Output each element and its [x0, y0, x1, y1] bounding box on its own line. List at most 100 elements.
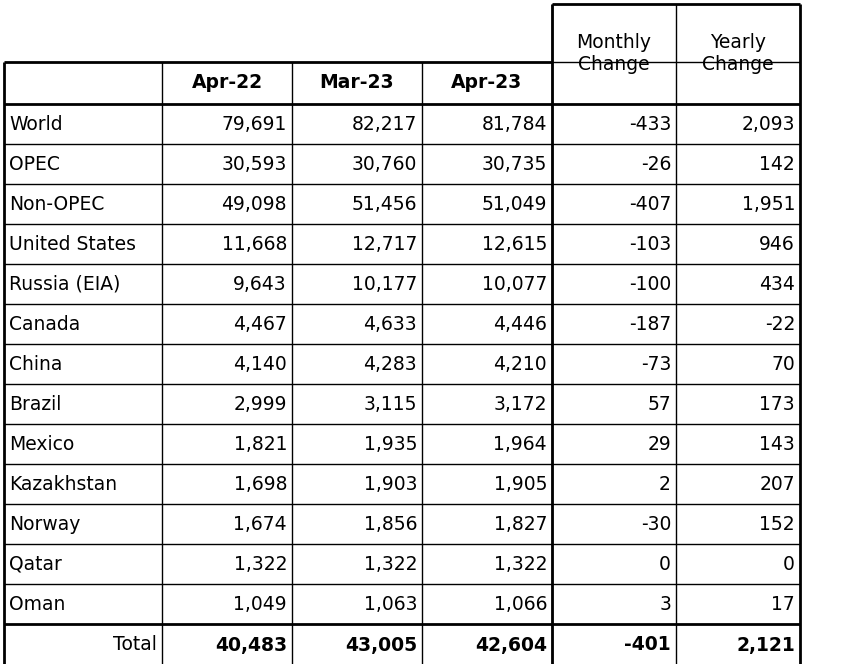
- Bar: [552, 424, 676, 464]
- Bar: [4, 624, 162, 664]
- Bar: [676, 144, 800, 184]
- Text: 30,760: 30,760: [352, 155, 417, 173]
- Text: 2,999: 2,999: [234, 394, 287, 414]
- Bar: [422, 424, 552, 464]
- Bar: [676, 544, 800, 584]
- Bar: [4, 104, 162, 144]
- Text: Total: Total: [113, 635, 157, 655]
- Text: 57: 57: [647, 394, 671, 414]
- Text: -26: -26: [641, 155, 671, 173]
- Text: China: China: [9, 355, 62, 373]
- Text: 12,717: 12,717: [352, 234, 417, 254]
- Text: 3: 3: [659, 594, 671, 614]
- Bar: [292, 424, 422, 464]
- Bar: [162, 4, 292, 62]
- Text: 1,903: 1,903: [364, 475, 417, 493]
- Text: 1,066: 1,066: [494, 594, 547, 614]
- Text: 1,951: 1,951: [741, 195, 795, 214]
- Text: Norway: Norway: [9, 515, 81, 533]
- Text: 143: 143: [759, 434, 795, 454]
- Bar: [422, 144, 552, 184]
- Bar: [422, 624, 552, 664]
- Bar: [162, 144, 292, 184]
- Text: 1,827: 1,827: [494, 515, 547, 533]
- Text: 4,633: 4,633: [364, 315, 417, 333]
- Bar: [162, 384, 292, 424]
- Bar: [422, 464, 552, 504]
- Bar: [422, 62, 552, 104]
- Bar: [552, 104, 676, 144]
- Bar: [162, 464, 292, 504]
- Bar: [162, 504, 292, 544]
- Text: Brazil: Brazil: [9, 394, 61, 414]
- Bar: [4, 224, 162, 264]
- Bar: [676, 384, 800, 424]
- Bar: [292, 384, 422, 424]
- Text: 434: 434: [759, 274, 795, 293]
- Bar: [292, 344, 422, 384]
- Text: 1,964: 1,964: [494, 434, 547, 454]
- Bar: [552, 224, 676, 264]
- Bar: [676, 104, 800, 144]
- Bar: [292, 504, 422, 544]
- Bar: [292, 544, 422, 584]
- Bar: [676, 304, 800, 344]
- Bar: [552, 544, 676, 584]
- Bar: [162, 424, 292, 464]
- Text: 1,935: 1,935: [364, 434, 417, 454]
- Bar: [162, 584, 292, 624]
- Bar: [162, 104, 292, 144]
- Text: 79,691: 79,691: [222, 114, 287, 133]
- Bar: [292, 104, 422, 144]
- Bar: [4, 344, 162, 384]
- Bar: [676, 624, 800, 664]
- Text: 2,121: 2,121: [736, 635, 795, 655]
- Text: 29: 29: [647, 434, 671, 454]
- Bar: [422, 504, 552, 544]
- Text: 82,217: 82,217: [352, 114, 417, 133]
- Bar: [162, 62, 292, 104]
- Bar: [4, 544, 162, 584]
- Text: 4,140: 4,140: [233, 355, 287, 373]
- Bar: [162, 304, 292, 344]
- Bar: [4, 584, 162, 624]
- Bar: [676, 464, 800, 504]
- Text: 1,856: 1,856: [364, 515, 417, 533]
- Text: Oman: Oman: [9, 594, 65, 614]
- Text: 30,593: 30,593: [222, 155, 287, 173]
- Text: 42,604: 42,604: [475, 635, 547, 655]
- Text: 10,077: 10,077: [481, 274, 547, 293]
- Text: 51,049: 51,049: [481, 195, 547, 214]
- Bar: [422, 584, 552, 624]
- Text: 70: 70: [772, 355, 795, 373]
- Text: Mar-23: Mar-23: [320, 74, 394, 92]
- Bar: [422, 4, 552, 62]
- Text: 1,698: 1,698: [234, 475, 287, 493]
- Text: 946: 946: [759, 234, 795, 254]
- Bar: [292, 264, 422, 304]
- Text: -401: -401: [624, 635, 671, 655]
- Text: 1,049: 1,049: [233, 594, 287, 614]
- Bar: [422, 224, 552, 264]
- Text: Apr-23: Apr-23: [451, 74, 522, 92]
- Text: -73: -73: [641, 355, 671, 373]
- Bar: [162, 344, 292, 384]
- Text: 49,098: 49,098: [222, 195, 287, 214]
- Text: 1,674: 1,674: [233, 515, 287, 533]
- Text: 207: 207: [759, 475, 795, 493]
- Bar: [676, 424, 800, 464]
- Bar: [4, 464, 162, 504]
- Bar: [676, 344, 800, 384]
- Bar: [4, 62, 162, 104]
- Text: 51,456: 51,456: [352, 195, 417, 214]
- Bar: [162, 264, 292, 304]
- Bar: [422, 264, 552, 304]
- Bar: [4, 184, 162, 224]
- Text: 43,005: 43,005: [345, 635, 417, 655]
- Text: 4,283: 4,283: [364, 355, 417, 373]
- Bar: [552, 624, 676, 664]
- Bar: [552, 384, 676, 424]
- Bar: [422, 104, 552, 144]
- Text: 1,322: 1,322: [234, 554, 287, 574]
- Bar: [422, 304, 552, 344]
